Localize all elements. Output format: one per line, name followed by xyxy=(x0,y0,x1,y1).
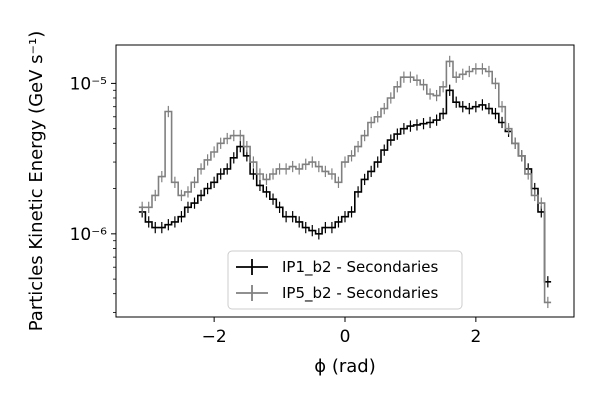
legend-frame xyxy=(227,250,463,310)
x-tick-label: −2 xyxy=(202,327,227,347)
y-tick-label: 10⁻⁵ xyxy=(70,74,107,94)
y-axis-label: Particles Kinetic Energy (GeV s⁻¹) xyxy=(26,31,47,332)
legend-label-ip1: IP1_b2 - Secondaries xyxy=(282,258,438,277)
y-axis: 10⁻⁶ 10⁻⁵ xyxy=(70,74,116,313)
series-1 xyxy=(138,84,552,288)
series-line-2 xyxy=(138,60,552,304)
legend-label-ip5: IP5_b2 - Secondaries xyxy=(282,284,438,303)
x-axis: −2 0 2 xyxy=(202,317,481,347)
y-tick-label: 10⁻⁶ xyxy=(70,225,108,245)
x-tick-label: 2 xyxy=(470,327,481,347)
series-line-1 xyxy=(138,89,552,283)
legend: IP1_b2 - Secondaries IP5_b2 - Secondarie… xyxy=(227,250,463,310)
series-layer xyxy=(138,55,552,309)
x-tick-label: 0 xyxy=(340,327,351,347)
series-2 xyxy=(138,55,552,309)
x-axis-label: ϕ (rad) xyxy=(314,356,376,377)
